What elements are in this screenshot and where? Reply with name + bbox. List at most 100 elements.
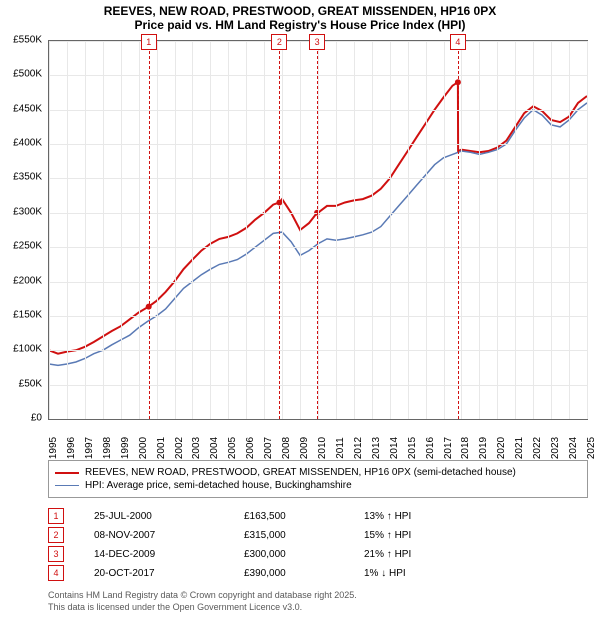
legend-label: REEVES, NEW ROAD, PRESTWOOD, GREAT MISSE…	[85, 467, 516, 478]
footer-line2: This data is licensed under the Open Gov…	[48, 602, 357, 614]
title-line1: REEVES, NEW ROAD, PRESTWOOD, GREAT MISSE…	[0, 4, 600, 18]
gridline-v	[139, 41, 140, 419]
chart-container: REEVES, NEW ROAD, PRESTWOOD, GREAT MISSE…	[0, 0, 600, 620]
gridline-v	[515, 41, 516, 419]
gridline-v	[103, 41, 104, 419]
x-tick-label: 2003	[191, 437, 202, 459]
transaction-hpi: 1% ↓ HPI	[364, 568, 484, 579]
x-tick-label: 2022	[532, 437, 543, 459]
transaction-row: 420-OCT-2017£390,0001% ↓ HPI	[48, 565, 588, 581]
y-axis: £0£50K£100K£150K£200K£250K£300K£350K£400…	[0, 40, 44, 420]
gridline-v	[336, 41, 337, 419]
x-tick-label: 2004	[209, 437, 220, 459]
x-tick-label: 2009	[299, 437, 310, 459]
transaction-date: 08-NOV-2007	[94, 530, 244, 541]
gridline-v	[264, 41, 265, 419]
transaction-num: 1	[48, 508, 64, 524]
transaction-row: 3 14-DEC-2009£300,00021% ↑ HPI	[48, 546, 588, 562]
transaction-row: 1 25-JUL-2000£163,50013% ↑ HPI	[48, 508, 588, 524]
gridline-v	[121, 41, 122, 419]
x-tick-label: 1998	[102, 437, 113, 459]
transaction-date: 25-JUL-2000	[94, 511, 244, 522]
gridline-v	[85, 41, 86, 419]
legend-row: HPI: Average price, semi-detached house,…	[55, 480, 581, 491]
legend-row: REEVES, NEW ROAD, PRESTWOOD, GREAT MISSE…	[55, 467, 581, 478]
gridline-v	[551, 41, 552, 419]
y-tick-label: £450K	[13, 103, 42, 114]
x-tick-label: 1997	[84, 437, 95, 459]
x-tick-label: 1996	[66, 437, 77, 459]
gridline-v	[408, 41, 409, 419]
marker-line	[458, 41, 459, 419]
transaction-hpi: 21% ↑ HPI	[364, 549, 484, 560]
y-tick-label: £50K	[19, 378, 42, 389]
marker-line	[279, 41, 280, 419]
transaction-hpi: 15% ↑ HPI	[364, 530, 484, 541]
gridline-v	[354, 41, 355, 419]
gridline-v	[318, 41, 319, 419]
title-block: REEVES, NEW ROAD, PRESTWOOD, GREAT MISSE…	[0, 0, 600, 32]
legend-swatch	[55, 485, 79, 487]
transaction-hpi: 13% ↑ HPI	[364, 511, 484, 522]
x-tick-label: 2018	[460, 437, 471, 459]
gridline-v	[300, 41, 301, 419]
marker-box: 2	[271, 34, 287, 50]
x-tick-label: 1995	[48, 437, 59, 459]
gridline-v	[157, 41, 158, 419]
transactions-table: 1 25-JUL-2000£163,50013% ↑ HPI 2 08-NOV-200…	[48, 505, 588, 584]
gridline-v	[444, 41, 445, 419]
y-tick-label: £100K	[13, 344, 42, 355]
marker-box: 4	[450, 34, 466, 50]
gridline-v	[390, 41, 391, 419]
transaction-row: 2 08-NOV-2007£315,00015% ↑ HPI	[48, 527, 588, 543]
transaction-num: 4	[48, 565, 64, 581]
x-tick-label: 2013	[371, 437, 382, 459]
gridline-v	[282, 41, 283, 419]
y-tick-label: £200K	[13, 275, 42, 286]
x-tick-label: 2000	[138, 437, 149, 459]
transaction-price: £390,000	[244, 568, 364, 579]
marker-line	[149, 41, 150, 419]
gridline-v	[479, 41, 480, 419]
gridline-v	[461, 41, 462, 419]
x-tick-label: 2016	[425, 437, 436, 459]
gridline-v	[426, 41, 427, 419]
x-tick-label: 2011	[335, 437, 346, 459]
x-tick-label: 2021	[514, 437, 525, 459]
x-tick-label: 2020	[496, 437, 507, 459]
x-tick-label: 1999	[120, 437, 131, 459]
legend-label: HPI: Average price, semi-detached house,…	[85, 480, 352, 491]
y-tick-label: £550K	[13, 35, 42, 46]
x-tick-label: 2025	[586, 437, 597, 459]
x-tick-label: 2015	[407, 437, 418, 459]
marker-box: 1	[141, 34, 157, 50]
transaction-num: 2	[48, 527, 64, 543]
legend-swatch	[55, 472, 79, 474]
gridline-v	[228, 41, 229, 419]
y-tick-label: £150K	[13, 309, 42, 320]
gridline-v	[175, 41, 176, 419]
x-tick-label: 2005	[227, 437, 238, 459]
transaction-price: £163,500	[244, 511, 364, 522]
gridline-v	[372, 41, 373, 419]
legend: REEVES, NEW ROAD, PRESTWOOD, GREAT MISSE…	[48, 460, 588, 498]
title-line2: Price paid vs. HM Land Registry's House …	[0, 18, 600, 32]
marker-line	[317, 41, 318, 419]
transaction-price: £315,000	[244, 530, 364, 541]
transaction-price: £300,000	[244, 549, 364, 560]
x-tick-label: 2002	[174, 437, 185, 459]
y-tick-label: £250K	[13, 241, 42, 252]
transaction-date: 14-DEC-2009	[94, 549, 244, 560]
x-tick-label: 2017	[443, 437, 454, 459]
gridline-v	[67, 41, 68, 419]
x-tick-label: 2010	[317, 437, 328, 459]
y-tick-label: £0	[31, 413, 42, 424]
gridline-v	[497, 41, 498, 419]
x-tick-label: 2023	[550, 437, 561, 459]
gridline-v	[246, 41, 247, 419]
x-tick-label: 2012	[353, 437, 364, 459]
y-tick-label: £350K	[13, 172, 42, 183]
y-tick-label: £300K	[13, 206, 42, 217]
x-tick-label: 2006	[245, 437, 256, 459]
transaction-num: 3	[48, 546, 64, 562]
